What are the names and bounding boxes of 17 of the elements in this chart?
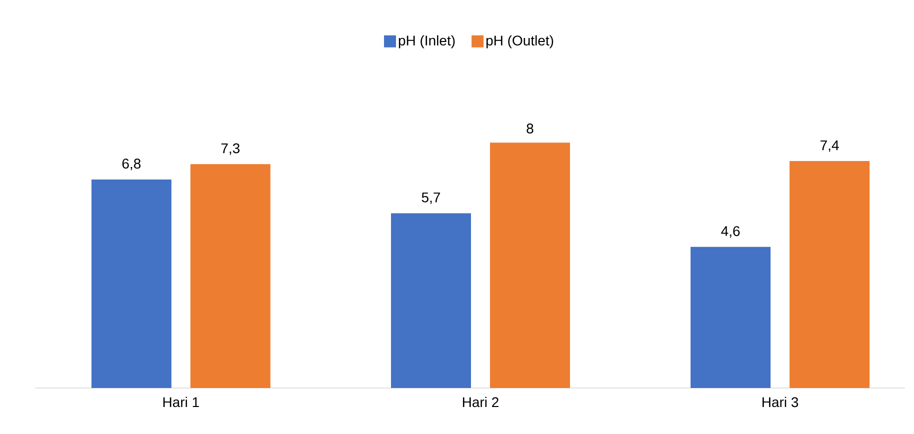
bar [690,246,771,388]
x-tick-label: Hari 2 [462,396,498,408]
data-label: 8 [526,124,534,134]
bar [790,161,870,388]
bar [91,179,172,388]
bar [490,142,570,388]
data-label: 7,4 [820,140,839,152]
data-label: 5,7 [422,192,440,204]
x-tick-label: Hari 3 [762,396,798,408]
bar [190,164,270,388]
bar [390,213,471,388]
legend-label: pH (Inlet) [398,35,455,48]
legend-label: pH (Outlet) [486,35,554,48]
x-tick-label: Hari 1 [163,396,199,408]
data-label: 7,3 [221,143,240,155]
data-label: 4,6 [721,226,740,238]
data-label: 6,8 [122,158,141,170]
